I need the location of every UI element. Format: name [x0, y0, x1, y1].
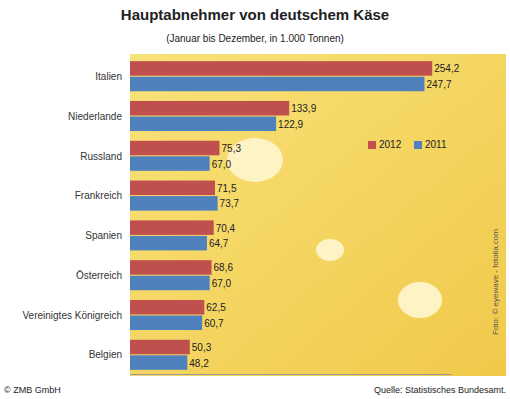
data-label: 71,5: [217, 183, 237, 194]
bar: [130, 196, 218, 211]
y-tick-label: Russland: [80, 151, 122, 162]
legend-swatch: [414, 141, 422, 149]
background: [130, 54, 506, 376]
data-label: 247,7: [426, 79, 451, 90]
cheese: [130, 54, 506, 376]
bar: [130, 236, 207, 251]
data-label: 67,0: [212, 159, 232, 170]
data-labels: 254,2 133,9 75,3 71,5 70,4 68,6 62,5 50,3 247,7 1…: [189, 63, 459, 368]
data-label: 60,7: [204, 318, 224, 329]
data-label: 67,0: [212, 278, 232, 289]
subtitle: (Januar bis Dezember, in 1.000 Tonnen): [166, 33, 344, 44]
data-label: 73,7: [220, 198, 240, 209]
legend-item: 2011: [414, 139, 447, 150]
bar: [130, 156, 210, 171]
data-label: 254,2: [434, 63, 459, 74]
title: Hauptabnehmer von deutschem Käse: [121, 6, 389, 23]
data-label: 75,3: [222, 143, 242, 154]
data-label: 133,9: [291, 103, 316, 114]
bar: [130, 141, 220, 156]
data-label: 50,3: [192, 342, 212, 353]
bar: [130, 181, 215, 196]
plot: Italien Niederlande Russland Frankreich Span…: [22, 59, 459, 375]
credit: © ZMB GmbH: [4, 385, 61, 395]
x-axis-line: [131, 374, 452, 375]
data-label: 62,5: [206, 302, 226, 313]
data-label: 70,4: [216, 223, 236, 234]
y-tick: Vereinigtes Königreich: [22, 310, 130, 321]
y-tick-label: Spanien: [85, 230, 122, 241]
bars: [130, 61, 432, 370]
bar: [130, 355, 187, 370]
bar: [130, 300, 204, 315]
legend-label: 2011: [425, 139, 447, 150]
bar: [130, 276, 210, 291]
bar: [130, 117, 276, 132]
y-tick-label: Österreich: [76, 270, 122, 281]
y-tick-label: Vereinigtes Königreich: [22, 310, 122, 321]
bar: [130, 340, 190, 355]
y-tick: Belgien: [89, 349, 130, 360]
x-axis: [131, 374, 452, 375]
bar: [130, 260, 212, 275]
bar: [130, 61, 432, 76]
bar: [130, 101, 289, 116]
legend: 2012 2011: [368, 139, 447, 150]
y-tick: Russland: [80, 151, 130, 162]
data-label: 64,7: [209, 238, 229, 249]
legend-item: 2012: [368, 139, 402, 150]
y-tick: Spanien: [85, 230, 130, 241]
data-label: 48,2: [189, 358, 209, 369]
y-tick-label: Italien: [95, 71, 122, 82]
source: Quelle: Statistisches Bundesamt.: [374, 385, 506, 395]
bar: [130, 77, 424, 92]
legend-label: 2012: [379, 139, 402, 150]
bar: [130, 315, 202, 330]
legend-swatch: [368, 141, 376, 149]
y-tick: Frankreich: [75, 190, 130, 201]
cheese-hole: [316, 239, 344, 261]
cheese-hole: [398, 282, 442, 318]
chart: Hauptabnehmer von deutschem Käse (Januar …: [0, 0, 510, 399]
data-label: 68,6: [214, 262, 234, 273]
y-tick: Niederlande: [68, 111, 130, 122]
data-label: 122,9: [278, 119, 303, 130]
y-tick-label: Niederlande: [68, 111, 122, 122]
y-tick-label: Frankreich: [75, 190, 122, 201]
y-axis: Italien Niederlande Russland Frankreich Span…: [22, 59, 130, 375]
y-tick: Österreich: [76, 270, 130, 281]
y-tick: Italien: [95, 71, 130, 82]
y-tick-label: Belgien: [89, 349, 122, 360]
photo-credit: Foto: © eyewave - fotolia.com: [491, 229, 500, 335]
bar: [130, 220, 214, 235]
